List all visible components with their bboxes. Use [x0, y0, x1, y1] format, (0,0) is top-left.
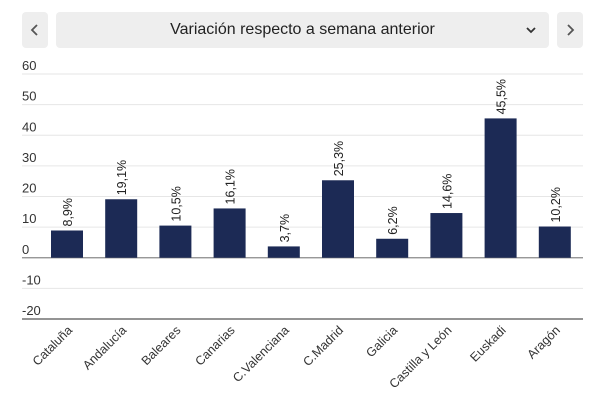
y-tick-label: 60	[22, 58, 36, 73]
category-label: Galicia	[363, 323, 400, 360]
y-tick-label: 50	[22, 89, 36, 104]
y-tick-label: 30	[22, 150, 36, 165]
previous-button[interactable]	[22, 12, 48, 48]
y-tick-label: -10	[22, 272, 41, 287]
category-label: C.Madrid	[300, 323, 346, 369]
bar[interactable]	[267, 246, 300, 258]
category-label: Aragón	[525, 323, 563, 361]
category-label: Baleares	[139, 323, 184, 368]
category-label: C.Valenciana	[230, 323, 292, 385]
chevron-right-icon	[567, 24, 575, 36]
bar-value-label: 8,9%	[61, 198, 75, 227]
y-tick-label: 40	[22, 119, 36, 134]
bar[interactable]	[484, 118, 517, 258]
bar[interactable]	[51, 230, 83, 258]
bar-value-label: 3,7%	[278, 214, 292, 243]
bar[interactable]	[213, 208, 246, 258]
chevron-left-icon	[30, 24, 38, 36]
bar[interactable]	[430, 213, 463, 258]
bar[interactable]	[159, 225, 192, 258]
chevron-down-icon	[526, 27, 536, 34]
y-tick-label: 0	[22, 242, 29, 257]
bar-value-label: 45,5%	[495, 79, 509, 114]
bar[interactable]	[538, 226, 571, 258]
category-label: Cataluña	[30, 323, 75, 368]
bar[interactable]	[376, 238, 409, 258]
y-tick-label: 10	[22, 211, 36, 226]
category-label: Euskadi	[467, 323, 508, 364]
bar-value-label: 14,6%	[440, 174, 454, 209]
view-selector-dropdown[interactable]: Variación respecto a semana anterior	[56, 12, 549, 48]
category-label: Canarias	[192, 323, 237, 368]
next-button[interactable]	[557, 12, 583, 48]
y-tick-label: 20	[22, 181, 36, 196]
bar-value-label: 6,2%	[386, 206, 400, 235]
bar-value-label: 19,1%	[115, 160, 129, 195]
bar-value-label: 25,3%	[332, 141, 346, 176]
bar[interactable]	[322, 180, 354, 258]
bar-value-label: 10,5%	[169, 186, 183, 221]
y-tick-label: -20	[22, 303, 41, 318]
bar[interactable]	[105, 199, 138, 258]
bar-value-label: 16,1%	[224, 169, 238, 204]
category-label: Andalucía	[80, 323, 129, 372]
selected-view-label: Variación respecto a semana anterior	[170, 21, 435, 38]
bar-value-label: 10,2%	[549, 187, 563, 222]
